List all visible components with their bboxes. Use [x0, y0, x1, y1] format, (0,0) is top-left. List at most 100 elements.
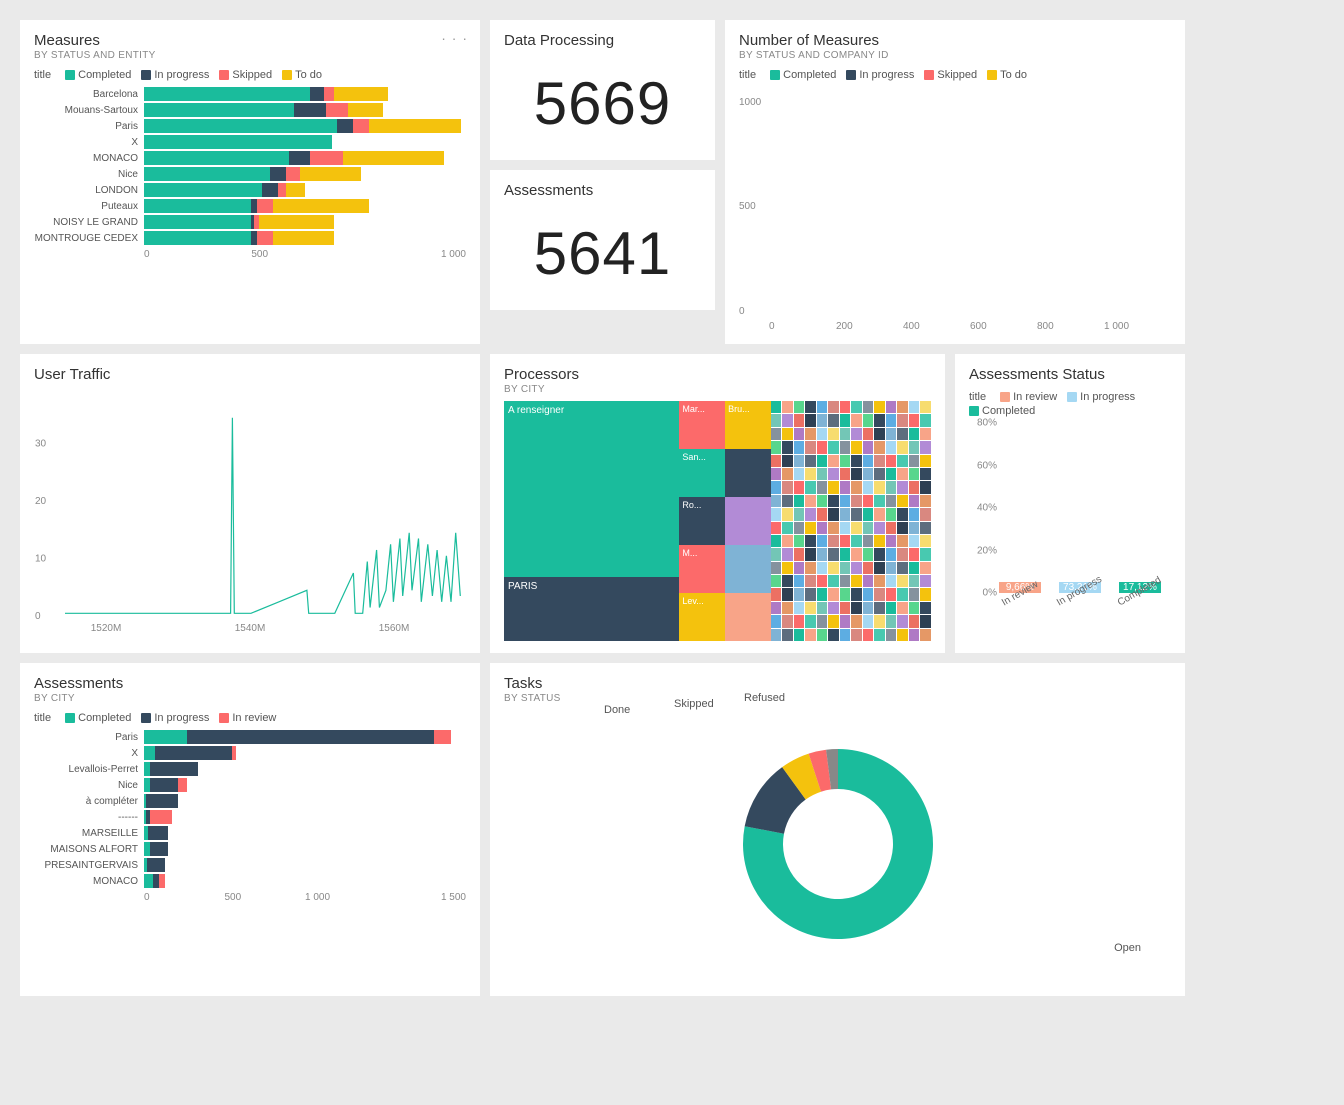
hbar-label: NOISY LE GRAND — [34, 217, 144, 228]
hbar-row[interactable]: Nice — [34, 778, 466, 792]
as-kpi-title: Assessments — [504, 182, 701, 199]
hbar-row[interactable]: MONACO — [34, 874, 466, 888]
dp-value: 5669 — [504, 49, 701, 148]
hbar-label: Nice — [34, 780, 144, 791]
legend-item[interactable]: Completed — [65, 712, 131, 724]
hbar-label: LONDON — [34, 185, 144, 196]
hbar-row[interactable]: ------ — [34, 810, 466, 824]
assess-city-x-axis: 05001 0001 500 — [144, 892, 466, 903]
svg-text:10: 10 — [35, 554, 47, 565]
hbar-row[interactable]: Paris — [34, 730, 466, 744]
hbar-label: Paris — [34, 121, 144, 132]
legend-assess-city: title Completed In progress In review — [34, 712, 466, 724]
dashboard: · · · Measures BY STATUS AND ENTITY titl… — [20, 20, 1220, 996]
more-icon[interactable]: · · · — [441, 30, 468, 46]
status-bar[interactable]: 73,21% In progress — [1059, 582, 1101, 593]
hbar-row[interactable]: Barcelona — [34, 87, 466, 101]
card-data-processing[interactable]: Data Processing 5669 — [490, 20, 715, 160]
hbar-label: Nice — [34, 169, 144, 180]
legend-item[interactable]: In progress — [846, 69, 914, 81]
traffic-title: User Traffic — [34, 366, 466, 383]
hbar-row[interactable]: LONDON — [34, 183, 466, 197]
hbar-row[interactable]: MONACO — [34, 151, 466, 165]
assess-city-chart: Paris X Levallois-Perret Nice à compléter ---… — [34, 730, 466, 888]
hbar-row[interactable]: MAISONS ALFORT — [34, 842, 466, 856]
traffic-chart: 0 10 20 30 40 — [34, 389, 466, 619]
legend-item[interactable]: To do — [282, 69, 322, 81]
hbar-row[interactable]: MONTROUGE CEDEX — [34, 231, 466, 245]
hbar-label: Mouans-Sartoux — [34, 105, 144, 116]
svg-text:40: 40 — [35, 389, 47, 392]
hbar-label: à compléter — [34, 796, 144, 807]
donut-label-refused: Refused — [744, 692, 785, 704]
tasks-donut: OpenDoneSkippedRefused — [504, 704, 1171, 984]
card-processors[interactable]: Processors BY CITY A renseigner PARIS Ma… — [490, 354, 945, 653]
hbar-label: X — [34, 137, 144, 148]
as-kpi-value: 5641 — [504, 199, 701, 298]
hbar-label: Levallois-Perret — [34, 764, 144, 775]
svg-text:0: 0 — [35, 611, 41, 619]
hbar-row[interactable]: Nice — [34, 167, 466, 181]
abc-sub: BY CITY — [34, 693, 466, 704]
hbar-row[interactable]: MARSEILLE — [34, 826, 466, 840]
svg-text:20: 20 — [35, 496, 47, 507]
card-assessments-by-city[interactable]: Assessments BY CITY title Completed In pro… — [20, 663, 480, 996]
treemap-tile[interactable]: A renseigner — [504, 401, 679, 577]
legend-title-label: title — [739, 69, 756, 81]
hbar-row[interactable]: à compléter — [34, 794, 466, 808]
hbar-label: X — [34, 748, 144, 759]
legend-item[interactable]: Skipped — [924, 69, 977, 81]
card-assessments-kpi[interactable]: Assessments 5641 — [490, 170, 715, 310]
legend-item[interactable]: In review — [219, 712, 276, 724]
measures-chart: Barcelona Mouans-Sartoux Paris X MONACO Nice L… — [34, 87, 466, 245]
hbar-label: Paris — [34, 732, 144, 743]
abc-title: Assessments — [34, 675, 466, 692]
legend-item[interactable]: In progress — [141, 69, 209, 81]
card-measures[interactable]: · · · Measures BY STATUS AND ENTITY titl… — [20, 20, 480, 344]
hbar-label: MONACO — [34, 153, 144, 164]
legend-title-label: title — [34, 69, 51, 81]
status-bar[interactable]: 17,12% Completed — [1119, 582, 1161, 593]
legend-item[interactable]: In progress — [1067, 391, 1135, 403]
treemap-tile[interactable]: PARIS — [504, 577, 679, 641]
tasks-title: Tasks — [504, 675, 1171, 692]
measures-x-axis: 05001 000 — [144, 249, 466, 260]
tasks-sub: BY STATUS — [504, 693, 1171, 704]
donut-label-open: Open — [1114, 942, 1141, 954]
hbar-row[interactable]: X — [34, 746, 466, 760]
proc-title: Processors — [504, 366, 931, 383]
legend-title-label: title — [34, 712, 51, 724]
legend-item[interactable]: In progress — [141, 712, 209, 724]
dp-title: Data Processing — [504, 32, 701, 49]
nom-title: Number of Measures — [739, 32, 1171, 49]
measures-sub: BY STATUS AND ENTITY — [34, 50, 466, 61]
hbar-row[interactable]: Paris — [34, 119, 466, 133]
hbar-row[interactable]: NOISY LE GRAND — [34, 215, 466, 229]
hbar-row[interactable]: Puteaux — [34, 199, 466, 213]
measures-title: Measures — [34, 32, 466, 49]
card-number-of-measures[interactable]: Number of Measures BY STATUS AND COMPANY… — [725, 20, 1185, 344]
legend-item[interactable]: Skipped — [219, 69, 272, 81]
hbar-row[interactable]: Mouans-Sartoux — [34, 103, 466, 117]
svg-text:30: 30 — [35, 439, 47, 450]
nom-sub: BY STATUS AND COMPANY ID — [739, 50, 1171, 61]
legend-status: title Completed In progress Skipped To do — [34, 69, 466, 81]
assess-status-chart: 0%20%40%60%80% 9,66% In review 73,21% In… — [969, 423, 1171, 593]
legend-item[interactable]: To do — [987, 69, 1027, 81]
hbar-row[interactable]: PRESAINTGERVAIS — [34, 858, 466, 872]
hbar-label: Puteaux — [34, 201, 144, 212]
card-user-traffic[interactable]: User Traffic 0 10 20 30 40 1520M1540M1560M — [20, 354, 480, 653]
legend-status: title Completed In progress Skipped To do — [739, 69, 1171, 81]
hbar-row[interactable]: X — [34, 135, 466, 149]
legend-item[interactable]: Completed — [65, 69, 131, 81]
hbar-label: MARSEILLE — [34, 828, 144, 839]
hbar-row[interactable]: Levallois-Perret — [34, 762, 466, 776]
legend-item[interactable]: Completed — [969, 405, 1035, 417]
donut-label-done: Done — [604, 704, 630, 716]
status-bar[interactable]: 9,66% In review — [999, 582, 1041, 593]
legend-item[interactable]: Completed — [770, 69, 836, 81]
traffic-x-axis: 1520M1540M1560M — [34, 623, 466, 634]
legend-item[interactable]: In review — [1000, 391, 1057, 403]
card-assessments-status[interactable]: Assessments Status titleIn reviewIn prog… — [955, 354, 1185, 653]
card-tasks[interactable]: Tasks BY STATUS OpenDoneSkippedRefused — [490, 663, 1185, 996]
